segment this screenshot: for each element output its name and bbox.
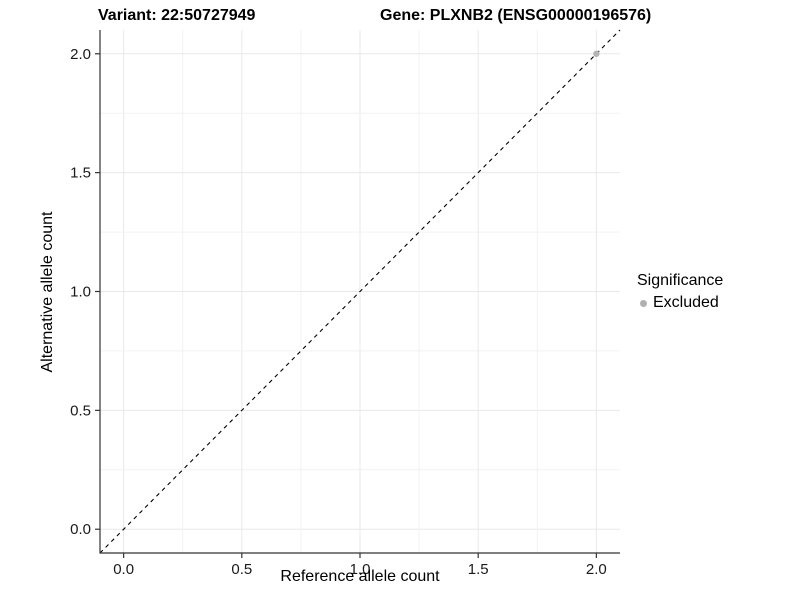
data-point-excluded xyxy=(593,50,600,57)
x-tick-label: 2.0 xyxy=(586,561,607,578)
x-tick-label: 1.5 xyxy=(468,561,489,578)
x-axis-title: Reference allele count xyxy=(280,568,440,585)
legend-item-label: Excluded xyxy=(653,294,719,311)
y-tick-label: 2.0 xyxy=(70,46,91,63)
y-tick-label: 1.5 xyxy=(70,165,91,182)
x-tick-label: 0.5 xyxy=(231,561,252,578)
legend: Significance Excluded xyxy=(637,272,723,312)
identity-reference-line xyxy=(99,29,621,554)
y-tick-label: 0.5 xyxy=(70,402,91,419)
y-tick-label: 1.0 xyxy=(70,284,91,301)
legend-title: Significance xyxy=(637,272,724,289)
variant-title: Variant: 22:50727949 xyxy=(98,7,256,24)
gene-title: Gene: PLXNB2 (ENSG00000196576) xyxy=(380,7,652,24)
legend-point-icon xyxy=(640,299,647,307)
x-tick-label: 0.0 xyxy=(113,561,134,578)
legend-item-excluded: Excluded xyxy=(637,294,723,312)
y-axis-title: Alternative allele count xyxy=(39,211,56,373)
x-tick-label: 1.0 xyxy=(350,561,371,578)
y-tick-label: 0.0 xyxy=(70,521,91,538)
